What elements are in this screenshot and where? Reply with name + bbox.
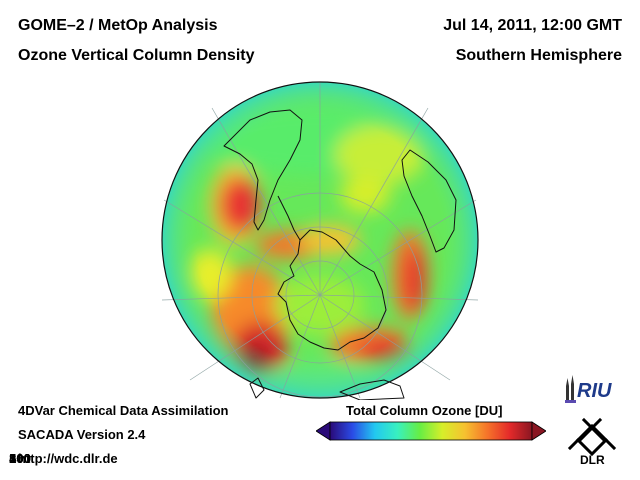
date-label: Jul 14, 2011, 12:00 GMT — [443, 17, 622, 34]
africa-coastline — [401, 149, 457, 253]
coastlines — [223, 109, 457, 400]
south-america-coastline — [223, 109, 303, 231]
colorbar-tick-500: 500 — [9, 451, 31, 466]
ozone-globe-map — [161, 81, 479, 400]
graticule — [161, 82, 479, 399]
dlr-logo-icon — [567, 417, 617, 457]
australia-coastline — [339, 379, 405, 400]
footer-url[interactable]: http://wdc.dlr.de — [18, 451, 118, 466]
colorbar-tick-400: 400 — [9, 451, 31, 466]
new-zealand-coastline — [249, 377, 265, 399]
colorbar-tick-100: 100 — [9, 451, 31, 466]
dlr-text: DLR — [580, 453, 605, 467]
globe-outline — [161, 81, 479, 399]
antarctica-coastline — [277, 229, 387, 351]
cathedral-icon — [565, 375, 576, 403]
hemisphere-label: Southern Hemisphere — [455, 47, 622, 64]
antarctic-peninsula — [277, 195, 301, 241]
footer-version: SACADA Version 2.4 — [18, 427, 146, 442]
riu-text: RIU — [577, 380, 612, 402]
colorbar-low-arrow — [316, 421, 331, 441]
colorbar-scale — [329, 421, 533, 441]
chart-title: GOME–2 / MetOp Analysis — [18, 17, 218, 34]
colorbar — [316, 421, 546, 441]
colorbar-tick-300: 300 — [9, 451, 31, 466]
colorbar-tick-200: 200 — [9, 451, 31, 466]
chart-subtitle: Ozone Vertical Column Density — [18, 47, 255, 64]
colorbar-high-arrow — [531, 421, 546, 441]
riu-logo: RIU — [565, 375, 612, 403]
colorbar-title: Total Column Ozone [DU] — [346, 403, 503, 418]
footer-method: 4DVar Chemical Data Assimilation — [18, 403, 229, 418]
